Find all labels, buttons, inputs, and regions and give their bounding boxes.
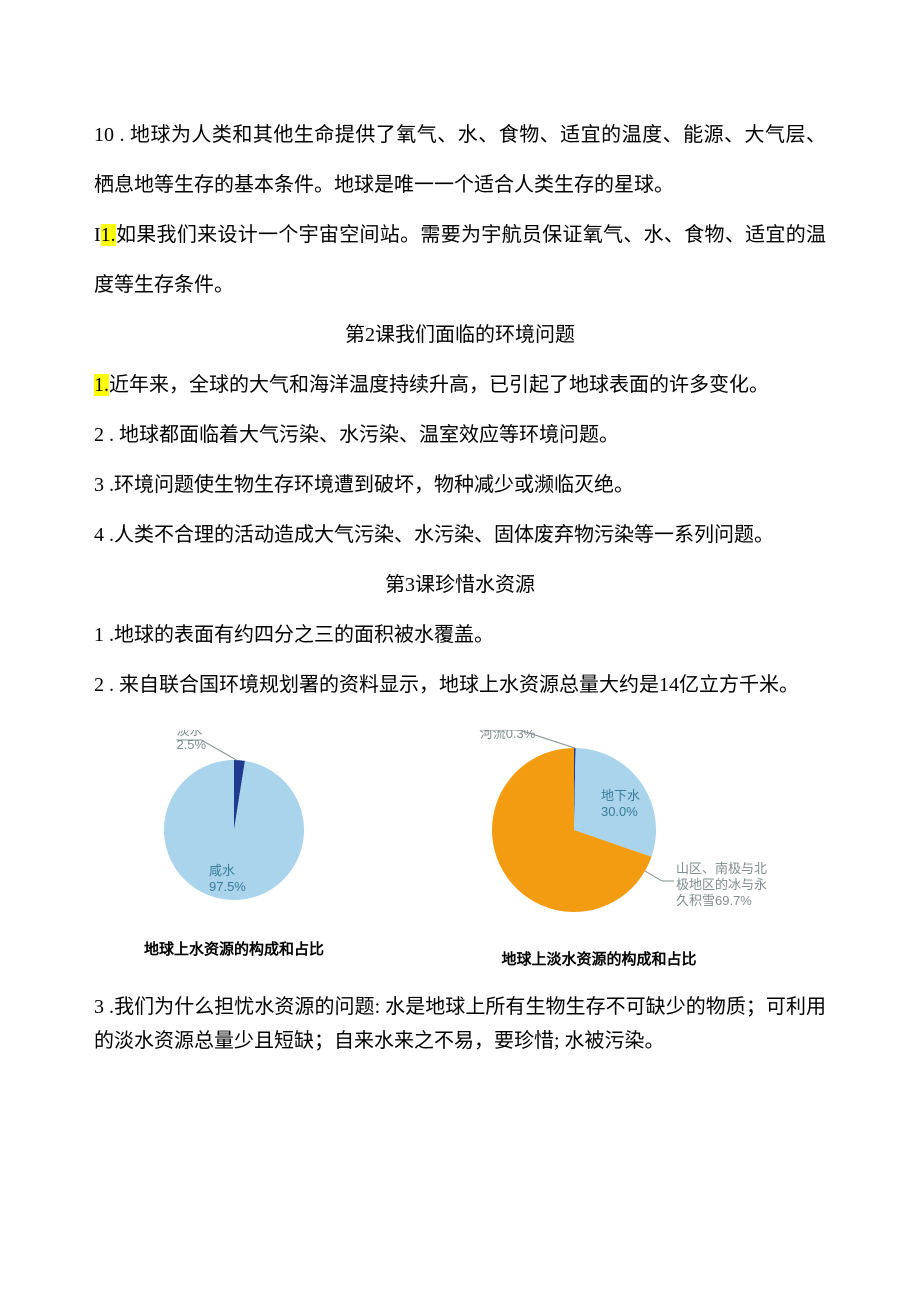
lesson2-item-1-body: 近年来，全球的大气和海洋温度持续升高，已引起了地球表面的许多变化。 xyxy=(109,374,769,396)
highlight-11: 1. xyxy=(101,224,116,246)
highlight-s2p1: 1. xyxy=(94,374,109,396)
document-page: 10 . 地球为人类和其他生命提供了氧气、水、食物、适宜的温度、能源、大气层、栖… xyxy=(0,0,920,1098)
svg-text:30.0%: 30.0% xyxy=(601,804,638,819)
chart2-caption: 地球上淡水资源的构成和占比 xyxy=(501,948,696,972)
svg-text:97.5%: 97.5% xyxy=(209,879,246,894)
chart2-pie: 淡水湖与河流0.3%地下水30.0%山区、南极与北极地区的冰与永久积雪69.7% xyxy=(404,730,794,940)
paragraph-11: I1.如果我们来设计一个宇宙空间站。需要为宇航员保证氧气、水、食物、适宜的温度等… xyxy=(94,210,826,310)
svg-text:久积雪69.7%: 久积雪69.7% xyxy=(676,893,752,908)
svg-text:2.5%: 2.5% xyxy=(176,737,206,752)
lesson3-item-3: 3 .我们为什么担忧水资源的问题: 水是地球上所有生物生存不可缺少的物质；可利用… xyxy=(94,990,826,1058)
svg-text:极地区的冰与永: 极地区的冰与永 xyxy=(676,877,767,892)
paragraph-11-body: 如果我们来设计一个宇宙空间站。需要为宇航员保证氧气、水、食物、适宜的温度等生存条… xyxy=(94,224,826,296)
paragraph-10: 10 . 地球为人类和其他生命提供了氧气、水、食物、适宜的温度、能源、大气层、栖… xyxy=(94,110,826,210)
lesson2-item-4: 4 .人类不合理的活动造成大气污染、水污染、固体废弃物污染等一系列问题。 xyxy=(94,510,826,560)
chart1-block: 淡水2.5%咸水97.5% 地球上水资源的构成和占比 xyxy=(124,730,344,962)
lesson2-item-3: 3 .环境问题使生物生存环境遭到破坏，物种减少或濒临灭绝。 xyxy=(94,460,826,510)
lesson3-item-2: 2 . 来自联合国环境规划署的资料显示，地球上水资源总量大约是14亿立方千米。 xyxy=(94,660,826,710)
svg-text:河流0.3%: 河流0.3% xyxy=(480,730,536,741)
lesson2-item-2: 2 . 地球都面临着大气污染、水污染、温室效应等环境问题。 xyxy=(94,410,826,460)
chart1-caption: 地球上水资源的构成和占比 xyxy=(144,938,324,962)
chart2-block: 淡水湖与河流0.3%地下水30.0%山区、南极与北极地区的冰与永久积雪69.7%… xyxy=(404,730,794,972)
chart1-pie: 淡水2.5%咸水97.5% xyxy=(124,730,344,930)
charts-row: 淡水2.5%咸水97.5% 地球上水资源的构成和占比 淡水湖与河流0.3%地下水… xyxy=(94,730,826,972)
svg-text:咸水: 咸水 xyxy=(209,863,235,878)
lesson3-item-1: 1 .地球的表面有约四分之三的面积被水覆盖。 xyxy=(94,610,826,660)
heading-lesson-3: 第3课珍惜水资源 xyxy=(94,560,826,610)
svg-text:地下水: 地下水 xyxy=(601,788,640,803)
heading-lesson-2: 第2课我们面临的环境问题 xyxy=(94,310,826,360)
paragraph-11-prefix: I1. xyxy=(94,224,116,246)
svg-text:山区、南极与北: 山区、南极与北 xyxy=(676,861,767,876)
lesson2-item-1: 1.近年来，全球的大气和海洋温度持续升高，已引起了地球表面的许多变化。 xyxy=(94,360,826,410)
